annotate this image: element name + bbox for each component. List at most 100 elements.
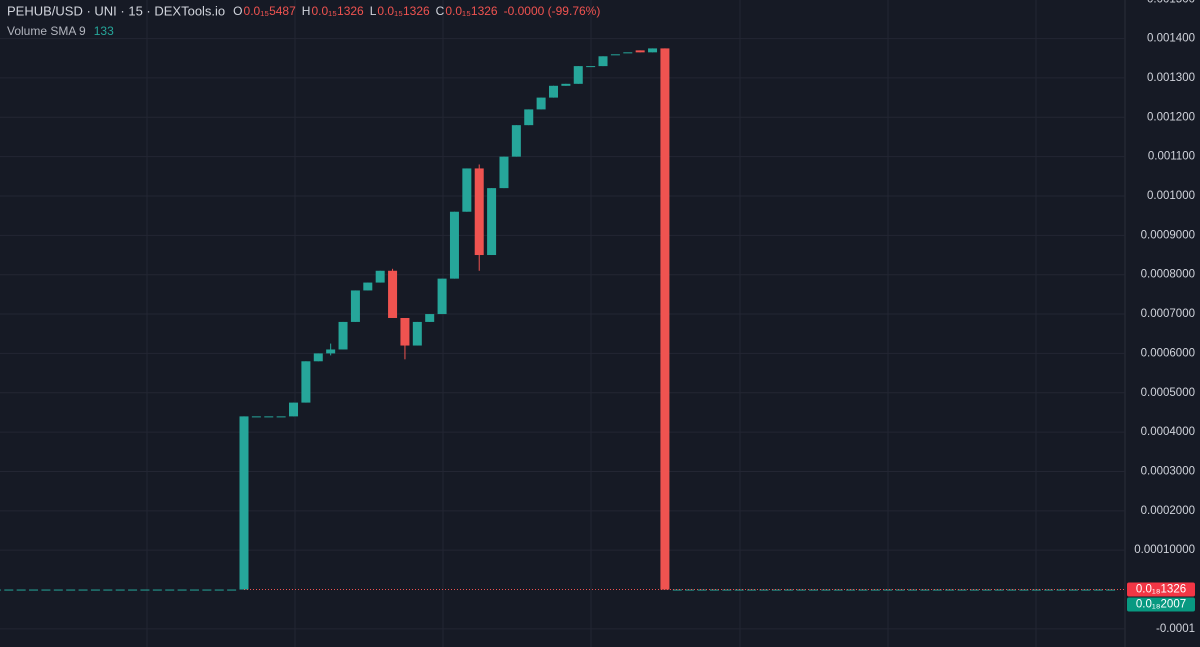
y-tick-label: -0.0001 [1156, 623, 1195, 635]
y-tick-label: 0.0005000 [1141, 387, 1195, 399]
y-tick-label: 0.001400 [1147, 33, 1195, 45]
candle-body [90, 589, 100, 591]
candle-body [202, 589, 212, 591]
y-tick-label: 0.00010000 [1134, 544, 1195, 556]
candle-body [1056, 589, 1066, 591]
candle-body [895, 589, 905, 591]
y-tick-label: 0.001000 [1147, 190, 1195, 202]
candle-body [338, 321, 348, 350]
legend: PEHUB/USD · UNI · 15 · DEXTools.io O 0.0₁₅… [7, 3, 600, 18]
y-tick-label: 0.0007000 [1141, 308, 1195, 320]
candle-body [177, 589, 187, 591]
candle-body [449, 211, 459, 279]
candle-body [561, 83, 571, 86]
candle-body [437, 278, 447, 315]
candle-body [350, 290, 360, 322]
candle-body [499, 156, 509, 189]
candle-body [326, 349, 336, 354]
legend-text: 0.0₁₅1326 [377, 4, 430, 18]
candle-body [474, 168, 484, 256]
candle-body [685, 589, 695, 591]
legend-text: O [233, 4, 242, 18]
candle-body [301, 361, 311, 403]
candle-body [573, 66, 583, 84]
candle-body [264, 416, 274, 418]
candle-body [635, 50, 645, 53]
candle-body [4, 589, 14, 591]
price-label: 0.0₁₈1326 [1136, 584, 1186, 596]
candle-body [276, 416, 286, 418]
candle-body [189, 589, 199, 591]
candle-body [227, 589, 237, 591]
candle-body [239, 416, 249, 590]
candle-body [363, 282, 373, 291]
candle-body [709, 589, 719, 591]
candle-body [1007, 589, 1017, 591]
candle-body [1081, 589, 1091, 591]
legend-text: L [370, 4, 377, 18]
y-tick-label: 0.0002000 [1141, 505, 1195, 517]
legend-text: H [302, 4, 311, 18]
candle-body [586, 66, 596, 68]
y-tick-label: 0.0004000 [1141, 426, 1195, 438]
candle-body [140, 589, 150, 591]
legend-text: 0.0₁₅1326 [311, 4, 364, 18]
legend-text: C [436, 4, 445, 18]
candle-body [524, 109, 534, 126]
candle-body [870, 589, 880, 591]
indicator-name: Volume SMA 9 [7, 24, 86, 38]
candle-body [78, 589, 88, 591]
candle-body [128, 589, 138, 591]
candle-body [412, 321, 422, 346]
candle-body [462, 168, 472, 212]
candle-body [0, 589, 1, 591]
candle-body [41, 589, 51, 591]
candle-body [103, 589, 113, 591]
candle-body [796, 589, 806, 591]
candle-body [957, 589, 967, 591]
legend-text: 0.0₁₅5487 [244, 4, 297, 18]
indicator-value: 133 [94, 24, 114, 38]
candle-body [549, 85, 558, 98]
candle-body [808, 589, 818, 591]
candle-body [1019, 589, 1029, 591]
legend-text: -0.0000 (-99.76%) [504, 4, 601, 18]
price-label: 0.0₁₈2007 [1136, 599, 1186, 611]
price-label-box [1127, 582, 1195, 597]
y-tick-label: 0.0006000 [1141, 347, 1195, 359]
time-grid [146, 0, 1037, 647]
candle-body [511, 125, 521, 157]
y-tick-label: 0.001500 [1147, 0, 1195, 5]
candle-body [784, 589, 794, 591]
candle-body [982, 589, 992, 591]
candle-body [400, 317, 410, 346]
legend-text: 0.0₁₅1326 [445, 4, 498, 18]
y-tick-label: 0.001100 [1148, 151, 1195, 163]
candle-body [165, 589, 175, 591]
y-tick-label: 0.0009000 [1141, 229, 1195, 241]
y-tick-label: 0.0003000 [1141, 466, 1195, 478]
candle-body [648, 48, 658, 53]
candle-body [1093, 589, 1103, 591]
candle-body [1106, 589, 1116, 591]
candle-body [908, 589, 918, 591]
candle-body [388, 270, 398, 318]
candle-body [672, 589, 682, 591]
y-tick-label: 0.001300 [1147, 72, 1195, 84]
candle-body [536, 97, 546, 110]
candle-body [722, 589, 732, 591]
candle-body [969, 589, 979, 591]
candle-body [53, 589, 63, 591]
candle-body [623, 52, 633, 54]
candle-body [994, 589, 1004, 591]
candle-body [251, 416, 261, 418]
candle-body [610, 54, 620, 56]
y-tick-label: 0.001200 [1147, 111, 1195, 123]
candle-body [1068, 589, 1078, 591]
candle-body [214, 589, 224, 591]
candle-body [883, 589, 893, 591]
candle-body [375, 270, 385, 283]
